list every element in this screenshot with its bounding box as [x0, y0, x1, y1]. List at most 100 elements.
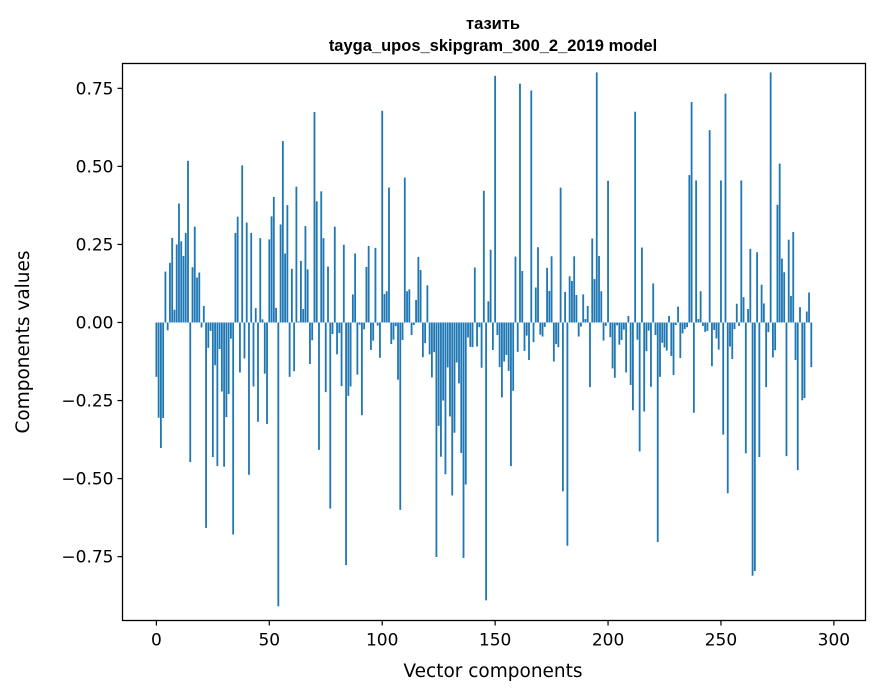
x-tick-label: 50 [258, 631, 280, 651]
bar [611, 322, 614, 369]
bar [586, 305, 589, 323]
bar [537, 247, 539, 323]
bar [491, 322, 494, 350]
bar [695, 180, 698, 323]
bar [543, 322, 546, 327]
bar [697, 319, 700, 323]
bar [370, 322, 372, 350]
bar [171, 237, 174, 323]
bar [437, 322, 440, 426]
bar [164, 271, 167, 323]
bar [724, 93, 727, 323]
bar [516, 322, 519, 352]
bar [602, 322, 605, 341]
bar [659, 322, 661, 377]
bar [234, 232, 237, 323]
bar [270, 216, 273, 323]
bar [374, 247, 377, 323]
bar [753, 322, 756, 572]
bar [469, 322, 472, 347]
bar [383, 294, 386, 323]
bar [604, 322, 607, 326]
bar [790, 295, 792, 323]
x-tick-label: 0 [151, 631, 162, 651]
bar [266, 322, 268, 424]
bar [417, 256, 420, 323]
bar [471, 322, 474, 348]
bar [584, 319, 587, 323]
bar [281, 141, 284, 323]
bar [494, 75, 497, 323]
bar [735, 303, 738, 323]
bar [309, 322, 311, 365]
x-tick-label: 300 [818, 631, 850, 651]
y-tick-label: 0.50 [76, 157, 114, 177]
bar [241, 165, 244, 323]
bar [196, 277, 198, 323]
bar [451, 322, 454, 496]
bar [489, 249, 492, 323]
bar [460, 322, 463, 453]
bar [674, 322, 677, 325]
bar [539, 322, 542, 335]
bar [327, 266, 329, 323]
y-tick-label: −0.50 [61, 470, 113, 490]
bar [243, 322, 246, 359]
bar [290, 268, 293, 323]
bar [349, 322, 352, 387]
bar [207, 322, 210, 348]
bar [652, 283, 655, 323]
bar [625, 322, 628, 373]
bar [595, 72, 598, 323]
bar [381, 110, 384, 323]
bar [575, 295, 578, 323]
bar [394, 322, 397, 327]
bar [223, 322, 226, 467]
bar [672, 322, 675, 375]
bar [435, 322, 438, 557]
bar [449, 322, 451, 417]
bar [744, 322, 747, 454]
bar [591, 238, 594, 323]
bar [600, 291, 603, 323]
x-tick-label: 250 [705, 631, 737, 651]
bar [512, 322, 515, 391]
x-tick-label: 200 [592, 631, 624, 651]
bar [268, 239, 271, 323]
bar [607, 180, 609, 323]
bar [464, 322, 467, 485]
bar [155, 322, 158, 377]
bar [555, 322, 558, 345]
bar [340, 322, 343, 387]
x-axis-ticks: 0 50 100 150 200 250 300 [151, 620, 850, 651]
bar [220, 322, 223, 392]
bar [765, 322, 768, 388]
bar [772, 322, 774, 358]
bar [157, 322, 160, 418]
bar [216, 322, 219, 467]
bar [453, 322, 456, 433]
bar [173, 309, 176, 323]
bar [259, 238, 262, 323]
bar [232, 322, 235, 535]
bar [257, 322, 259, 422]
bar [191, 267, 194, 323]
bar-series [155, 72, 813, 607]
bar [510, 322, 512, 467]
bar [665, 322, 668, 351]
bar [202, 305, 205, 323]
bar [342, 244, 345, 323]
bar [218, 322, 221, 350]
bar [261, 319, 264, 323]
bar [239, 322, 241, 373]
bar [573, 256, 576, 323]
bar [284, 253, 287, 323]
bar [738, 322, 740, 326]
bar [338, 322, 341, 334]
bar [559, 187, 562, 323]
bar [532, 322, 535, 343]
bar [275, 307, 277, 323]
bar [711, 322, 713, 367]
bar [548, 290, 551, 323]
bar [706, 322, 709, 331]
